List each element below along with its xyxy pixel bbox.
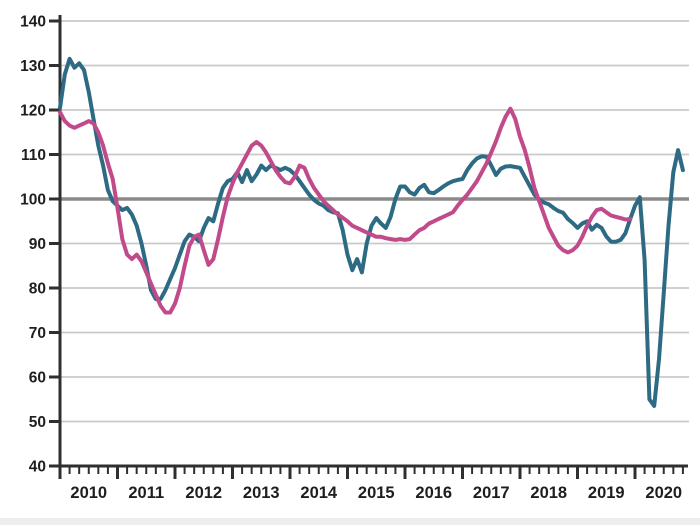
x-axis-label: 2014 [300, 484, 338, 502]
y-axis-label: 110 [21, 147, 46, 164]
x-axis-label: 2013 [243, 484, 280, 502]
y-axis-label: 140 [20, 14, 46, 31]
screenshot-bottom-edge [0, 518, 700, 525]
x-axis-label: 2018 [530, 484, 567, 502]
y-axis-label: 60 [29, 370, 46, 387]
x-axis-label: 2015 [358, 484, 395, 502]
y-axis-label: 90 [29, 236, 46, 253]
x-axis-label: 2019 [588, 484, 625, 502]
x-axis-label: 2017 [473, 484, 510, 502]
y-axis-label: 80 [29, 281, 46, 298]
x-axis-label: 2010 [70, 484, 107, 502]
x-axis-label: 2016 [415, 484, 452, 502]
teal-line-series-path [58, 56, 685, 408]
y-axis-label: 100 [20, 192, 46, 209]
y-axis-label: 50 [29, 414, 46, 431]
y-axis-label: 40 [29, 459, 46, 476]
y-axis-label: 120 [20, 103, 46, 120]
pink-line-series-path [58, 106, 633, 315]
x-axis-label: 2012 [185, 484, 222, 502]
y-axis-label: 130 [20, 58, 46, 75]
x-axis-label: 2011 [128, 484, 164, 502]
x-axis-label: 2020 [645, 484, 682, 502]
y-axis-label: 70 [29, 325, 46, 342]
